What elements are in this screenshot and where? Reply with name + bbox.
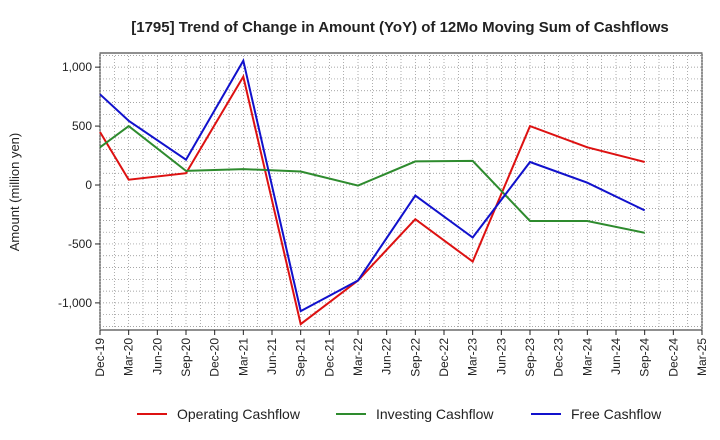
series-line-investing-cashflow [99,124,645,234]
series-line-free-cashflow [99,58,646,313]
x-tick-label: Dec-22 [437,338,451,377]
x-tick-label: Jun-20 [150,338,164,375]
x-tick-label: Jun-24 [609,338,623,375]
legend: Operating Cashflow Investing Cashflow Free… [137,406,662,422]
x-tick-label: Mar-21 [236,338,250,376]
x-tick-label: Sep-23 [523,338,537,377]
y-tick-label: 500 [72,119,92,133]
x-ticks: Dec-19 Mar-20 Jun-20 Sep-20 Dec-20 Mar-21 Jun-… [93,330,709,377]
x-tick-label: Sep-24 [638,338,652,377]
x-tick-label: Dec-20 [208,338,222,377]
x-tick-label: Dec-24 [666,338,680,377]
series-group [99,58,646,326]
x-tick-label: Dec-23 [552,338,566,377]
x-tick-label: Dec-21 [322,338,336,377]
x-tick-label: Mar-22 [351,338,365,376]
legend-label: Operating Cashflow [177,406,301,422]
legend-label: Free Cashflow [571,406,662,422]
legend-label: Investing Cashflow [376,406,494,422]
y-ticks: 1,000 500 0 -500 -1,000 [58,60,100,310]
y-axis-label: Amount (million yen) [7,133,22,252]
x-tick-label: Mar-25 [695,338,709,376]
y-tick-label: 1,000 [62,60,92,74]
y-tick-label: 0 [85,178,92,192]
chart-title: [1795] Trend of Change in Amount (YoY) o… [131,19,669,36]
x-tick-label: Sep-20 [179,338,193,377]
y-tick-label: -1,000 [58,296,92,310]
x-tick-label: Mar-20 [122,338,136,376]
x-tick-label: Jun-22 [380,338,394,375]
x-tick-label: Sep-21 [294,338,308,377]
x-tick-label: Jun-23 [494,338,508,375]
y-tick-label: -500 [68,237,92,251]
x-tick-label: Mar-24 [580,338,594,376]
x-tick-label: Jun-21 [265,338,279,375]
x-tick-label: Sep-22 [408,338,422,377]
x-tick-label: Mar-23 [466,338,480,376]
x-tick-label: Dec-19 [93,338,107,377]
